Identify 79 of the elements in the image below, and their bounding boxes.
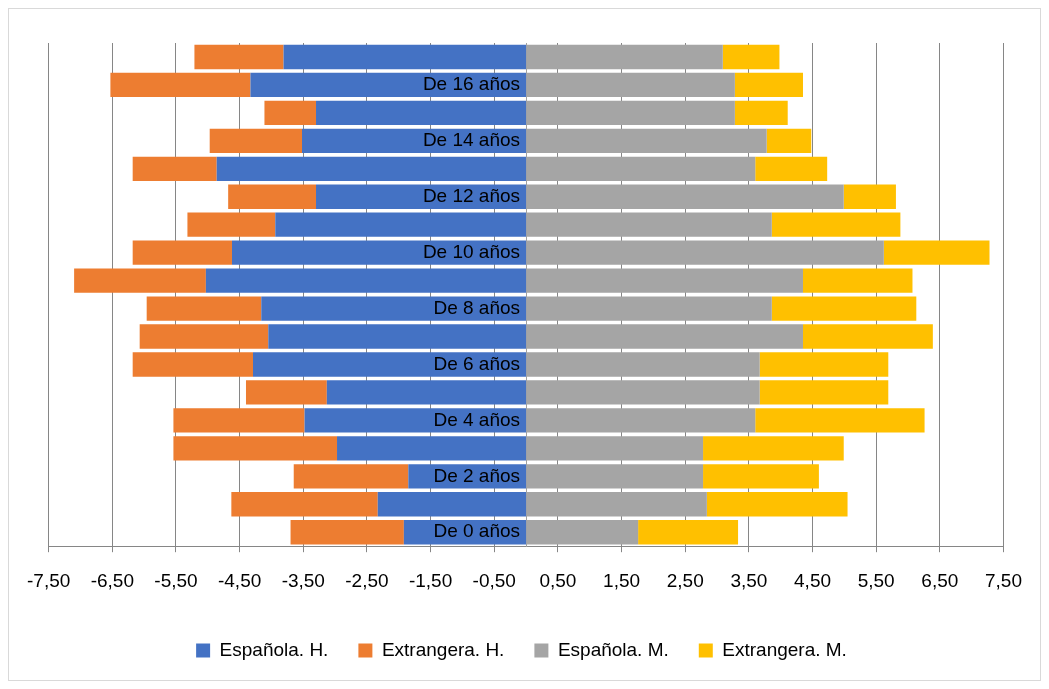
y-tick-label: De 8 años: [433, 296, 521, 318]
bar: [205, 268, 527, 293]
bar: [337, 436, 527, 461]
bar: [706, 492, 848, 517]
bar: [209, 128, 303, 154]
y-tick-label: De 4 años: [433, 408, 521, 430]
bar: [146, 296, 262, 321]
bar: [755, 156, 828, 181]
bar: [252, 352, 527, 377]
bar: [139, 324, 269, 349]
bar: [290, 520, 404, 545]
bar: [110, 72, 251, 98]
bar: [74, 268, 206, 293]
bar: [759, 380, 889, 405]
y-tick-label: De 14 años: [422, 129, 521, 151]
bar: [283, 44, 527, 70]
bar: [231, 240, 527, 265]
bar: [173, 436, 338, 461]
x-tick-label: -0,50: [472, 569, 516, 591]
bar: [173, 408, 305, 433]
bar: [304, 408, 527, 433]
bar: [703, 464, 819, 489]
bar: [132, 240, 232, 265]
x-tick-label: -1,50: [408, 569, 453, 591]
bar: [250, 72, 527, 98]
x-tick-label: 7,50: [985, 569, 1022, 591]
bar: [755, 408, 925, 433]
bar: [293, 464, 409, 489]
bar: [231, 492, 378, 517]
bar: [883, 240, 990, 265]
legend-label: Española. M.: [557, 638, 669, 660]
bar: [734, 72, 803, 98]
legend-label: Extrangera. M.: [722, 638, 847, 660]
y-tick-label: De 6 años: [433, 352, 521, 374]
bar: [194, 44, 284, 70]
bar: [216, 156, 527, 181]
x-tick-label: -7,50: [27, 569, 71, 591]
x-tick-label: 1,50: [603, 569, 641, 591]
bar: [187, 212, 276, 237]
bar: [766, 128, 812, 154]
y-tick-label: De 12 años: [422, 184, 521, 206]
bar: [264, 100, 317, 126]
x-tick-label: -5,50: [154, 569, 198, 591]
x-tick-label: 0,50: [539, 569, 577, 591]
bar: [132, 352, 253, 377]
y-tick-label: De 2 años: [433, 464, 521, 486]
x-tick-label: 2,50: [666, 569, 704, 591]
bar: [703, 436, 844, 461]
bar: [771, 212, 901, 237]
bar: [759, 352, 889, 377]
bar: [734, 100, 788, 126]
bar: [377, 492, 527, 517]
x-tick-label: 3,50: [730, 569, 768, 591]
x-tick-label: -2,50: [345, 569, 389, 591]
bar: [132, 156, 217, 181]
y-tick-label: De 10 años: [422, 240, 521, 262]
bar: [638, 520, 739, 545]
bar: [802, 324, 933, 349]
legend-label: Extrangera. H.: [381, 638, 505, 660]
bar: [722, 44, 780, 70]
x-tick-label: 5,50: [857, 569, 895, 591]
y-tick-label: De 16 años: [422, 73, 521, 95]
x-tick-label: 6,50: [921, 569, 959, 591]
bar: [316, 100, 527, 126]
x-tick-label: -4,50: [217, 569, 262, 591]
bar: [261, 296, 527, 321]
bar: [771, 296, 917, 321]
legend-label: Española. H.: [219, 638, 329, 660]
bar: [228, 184, 317, 209]
x-tick-label: -3,50: [281, 569, 325, 591]
bar: [802, 268, 913, 293]
bar: [326, 380, 527, 405]
bar: [268, 324, 527, 349]
bar: [843, 184, 896, 209]
y-tick-label: De 0 años: [433, 520, 521, 542]
bar: [275, 212, 527, 237]
x-tick-label: 4,50: [794, 569, 832, 591]
x-tick-label: -6,50: [90, 569, 134, 591]
bar: [245, 380, 327, 405]
